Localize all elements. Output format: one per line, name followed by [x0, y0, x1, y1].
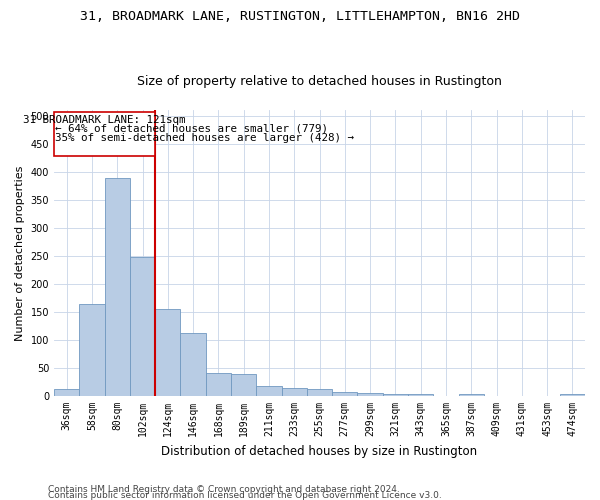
Bar: [383, 394, 408, 396]
Bar: [560, 394, 585, 396]
Text: 35% of semi-detached houses are larger (428) →: 35% of semi-detached houses are larger (…: [55, 133, 355, 143]
Bar: [231, 374, 256, 396]
Bar: [408, 394, 433, 396]
Title: Size of property relative to detached houses in Rustington: Size of property relative to detached ho…: [137, 76, 502, 88]
Text: Contains HM Land Registry data © Crown copyright and database right 2024.: Contains HM Land Registry data © Crown c…: [48, 484, 400, 494]
Bar: [256, 386, 281, 396]
Text: 31 BROADMARK LANE: 121sqm: 31 BROADMARK LANE: 121sqm: [23, 115, 186, 125]
Bar: [130, 256, 155, 396]
Bar: [307, 389, 332, 396]
FancyBboxPatch shape: [54, 112, 155, 156]
Text: ← 64% of detached houses are smaller (779): ← 64% of detached houses are smaller (77…: [55, 124, 328, 134]
Bar: [458, 394, 484, 396]
Bar: [79, 304, 104, 396]
Bar: [358, 392, 383, 396]
Bar: [281, 388, 307, 396]
Bar: [104, 178, 130, 396]
Bar: [332, 392, 358, 396]
Text: 31, BROADMARK LANE, RUSTINGTON, LITTLEHAMPTON, BN16 2HD: 31, BROADMARK LANE, RUSTINGTON, LITTLEHA…: [80, 10, 520, 23]
Bar: [54, 390, 79, 396]
Bar: [181, 333, 206, 396]
Bar: [206, 372, 231, 396]
X-axis label: Distribution of detached houses by size in Rustington: Distribution of detached houses by size …: [161, 444, 478, 458]
Text: Contains public sector information licensed under the Open Government Licence v3: Contains public sector information licen…: [48, 490, 442, 500]
Bar: [155, 310, 181, 396]
Y-axis label: Number of detached properties: Number of detached properties: [15, 166, 25, 341]
